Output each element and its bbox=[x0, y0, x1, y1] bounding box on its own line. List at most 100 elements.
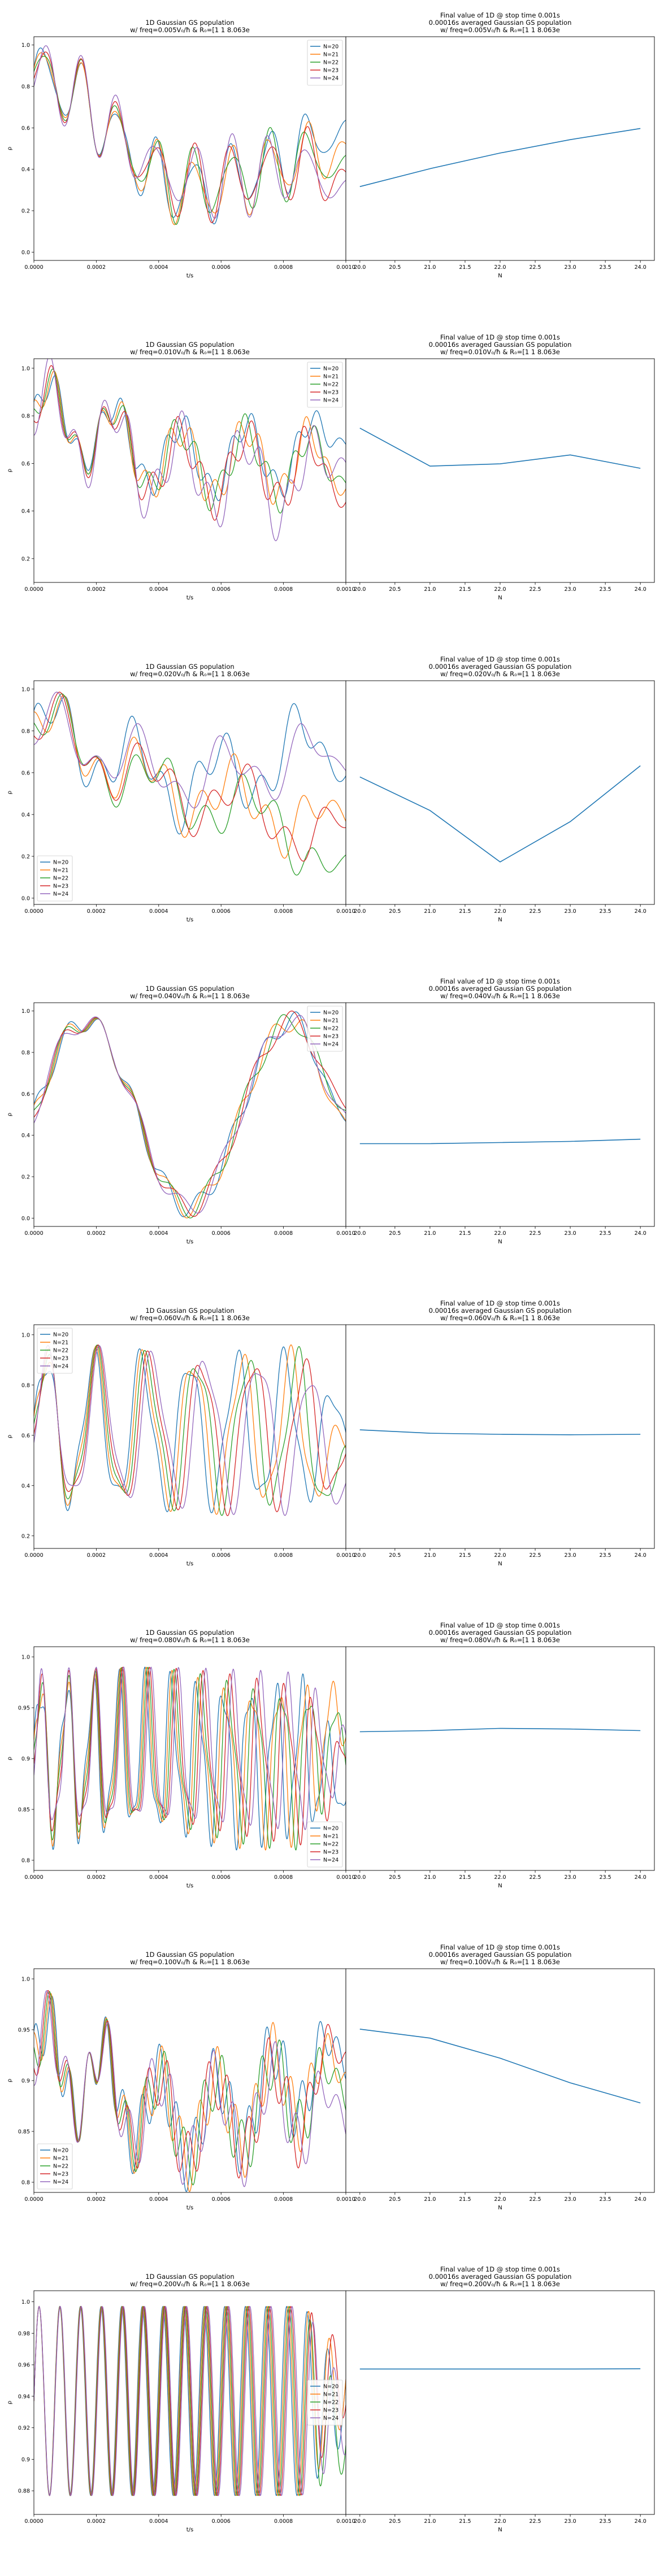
series-line bbox=[34, 365, 346, 521]
series-line bbox=[34, 1666, 346, 1851]
y-tick-label: 0.94 bbox=[18, 2394, 30, 2400]
axes-frame bbox=[345, 36, 655, 261]
chart-title-line: w/ freq=0.060V₀/ħ & R₀=[1 1 8.063e bbox=[440, 1314, 560, 1322]
legend-entry: N=22 bbox=[323, 1026, 338, 1032]
x-tick-label: 20.5 bbox=[389, 1552, 401, 1559]
x-axis-label: N bbox=[498, 2527, 502, 2533]
x-tick-label: 0.0010 bbox=[336, 908, 355, 915]
x-tick-label: 0.0002 bbox=[87, 1874, 106, 1881]
series-line bbox=[34, 1666, 346, 1830]
y-tick-label: 0.8 bbox=[21, 2180, 30, 2186]
legend-entry: N=21 bbox=[53, 2156, 68, 2162]
y-tick-label: 0.98 bbox=[18, 2331, 30, 2337]
x-tick-label: 0.0010 bbox=[336, 2518, 355, 2525]
series-line bbox=[34, 1990, 346, 2179]
x-tick-label: 21.0 bbox=[424, 1230, 436, 1237]
x-tick-label: 20.5 bbox=[389, 264, 401, 271]
y-tick-label: 0.2 bbox=[21, 854, 30, 860]
series-line bbox=[34, 1666, 346, 1851]
x-tick-label: 0.0004 bbox=[149, 2196, 168, 2203]
legend: N=20 N=21 N=22 N=23 N=24 bbox=[307, 362, 343, 408]
chart-title-line: w/ freq=0.010V₀/ħ & R₀=[1 1 8.063e bbox=[130, 348, 250, 356]
y-tick-label: 0.8 bbox=[21, 1858, 30, 1864]
x-tick-label: 0.0006 bbox=[212, 264, 231, 271]
x-tick-label: 21.5 bbox=[459, 2196, 471, 2203]
y-tick-label: 0.2 bbox=[21, 1533, 30, 1539]
x-tick-label: 20.0 bbox=[354, 586, 366, 593]
x-tick-label: 0.0006 bbox=[212, 908, 231, 915]
x-tick-label: 22.5 bbox=[529, 2196, 541, 2203]
chart-title-line: Final value of 1D @ stop time 0.001s bbox=[440, 1299, 560, 1307]
plot-area bbox=[359, 1429, 641, 1435]
plot-area bbox=[34, 2305, 346, 2496]
x-tick-label: 23.5 bbox=[600, 1874, 611, 1881]
chart-title-line: Final value of 1D @ stop time 0.001s bbox=[440, 11, 560, 19]
series-line bbox=[359, 1429, 641, 1435]
x-tick-label: 0.0002 bbox=[87, 1230, 106, 1237]
y-tick-label: 0.85 bbox=[18, 2129, 30, 2135]
series-line bbox=[34, 359, 346, 541]
legend-entry: N=20 bbox=[53, 2148, 68, 2154]
legend-entry: N=23 bbox=[323, 1034, 338, 1040]
series-line bbox=[34, 1990, 346, 2187]
x-axis-label: t/s bbox=[186, 1239, 194, 1245]
chart-title-line: w/ freq=0.005V₀/ħ & R₀=[1 1 8.063e bbox=[440, 26, 560, 34]
y-tick-label: 1.0 bbox=[21, 2299, 30, 2305]
axes-frame bbox=[345, 1002, 655, 1227]
x-axis-label: t/s bbox=[186, 1561, 194, 1567]
series-line bbox=[34, 1014, 346, 1219]
x-tick-label: 0.0000 bbox=[24, 2518, 43, 2525]
legend: N=20 N=21 N=22 N=23 N=24 bbox=[307, 40, 343, 86]
legend-entry: N=21 bbox=[323, 2392, 338, 2398]
x-tick-label: 22.0 bbox=[494, 1230, 506, 1237]
axes-frame bbox=[33, 358, 346, 583]
series-line bbox=[34, 691, 346, 862]
series-line bbox=[34, 2305, 346, 2496]
legend-entry: N=23 bbox=[53, 2172, 68, 2178]
y-tick-label: 1.0 bbox=[21, 42, 30, 49]
y-axis-label: ρ bbox=[7, 2401, 13, 2404]
x-tick-label: 24.0 bbox=[635, 2518, 646, 2525]
x-tick-label: 0.0006 bbox=[212, 1552, 231, 1559]
x-tick-label: 23.0 bbox=[565, 264, 576, 271]
legend-entry: N=20 bbox=[323, 44, 338, 50]
legend-entry: N=24 bbox=[53, 891, 68, 898]
y-tick-label: 0.0 bbox=[21, 1216, 30, 1222]
y-tick-label: 0.2 bbox=[21, 1174, 30, 1181]
y-tick-label: 0.8 bbox=[21, 84, 30, 90]
chart-title-line: w/ freq=0.080V₀/ħ & R₀=[1 1 8.063e bbox=[440, 1636, 560, 1644]
series-line bbox=[34, 1344, 346, 1516]
series-line bbox=[34, 1015, 346, 1214]
y-tick-label: 0.6 bbox=[21, 1433, 30, 1439]
y-tick-label: 0.0 bbox=[21, 250, 30, 256]
series-line bbox=[34, 2305, 346, 2496]
x-tick-label: 0.0002 bbox=[87, 2518, 106, 2525]
legend-box bbox=[307, 1006, 343, 1052]
chart-title-line: w/ freq=0.020V₀/ħ & R₀=[1 1 8.063e bbox=[130, 670, 250, 678]
y-axis-label: ρ bbox=[7, 469, 13, 472]
chart-title-line: w/ freq=0.100V₀/ħ & R₀=[1 1 8.063e bbox=[440, 1958, 560, 1966]
x-tick-label: 23.0 bbox=[565, 908, 576, 915]
x-tick-label: 20.0 bbox=[354, 908, 366, 915]
x-tick-label: 20.0 bbox=[354, 1552, 366, 1559]
series-line bbox=[34, 47, 346, 225]
chart-title-line: 0.00016s averaged Gaussian GS population bbox=[429, 1629, 572, 1637]
x-tick-label: 21.5 bbox=[459, 1230, 471, 1237]
x-tick-label: 0.0006 bbox=[212, 1230, 231, 1237]
plot-area bbox=[34, 1011, 346, 1219]
legend-box bbox=[307, 2379, 343, 2426]
chart-title-line: w/ freq=0.020V₀/ħ & R₀=[1 1 8.063e bbox=[440, 670, 560, 678]
y-tick-label: 1.0 bbox=[21, 1008, 30, 1015]
series-line bbox=[359, 428, 641, 469]
series-line bbox=[359, 1138, 641, 1145]
series-line bbox=[34, 375, 346, 502]
legend-entry: N=22 bbox=[53, 876, 68, 882]
axes-frame bbox=[33, 1968, 346, 2193]
x-tick-label: 20.5 bbox=[389, 1874, 401, 1881]
legend-entry: N=20 bbox=[323, 1010, 338, 1016]
plot-area bbox=[359, 128, 641, 188]
y-axis-label: ρ bbox=[7, 1757, 13, 1760]
chart-title-line: 1D Gaussian GS population bbox=[145, 1951, 234, 1959]
